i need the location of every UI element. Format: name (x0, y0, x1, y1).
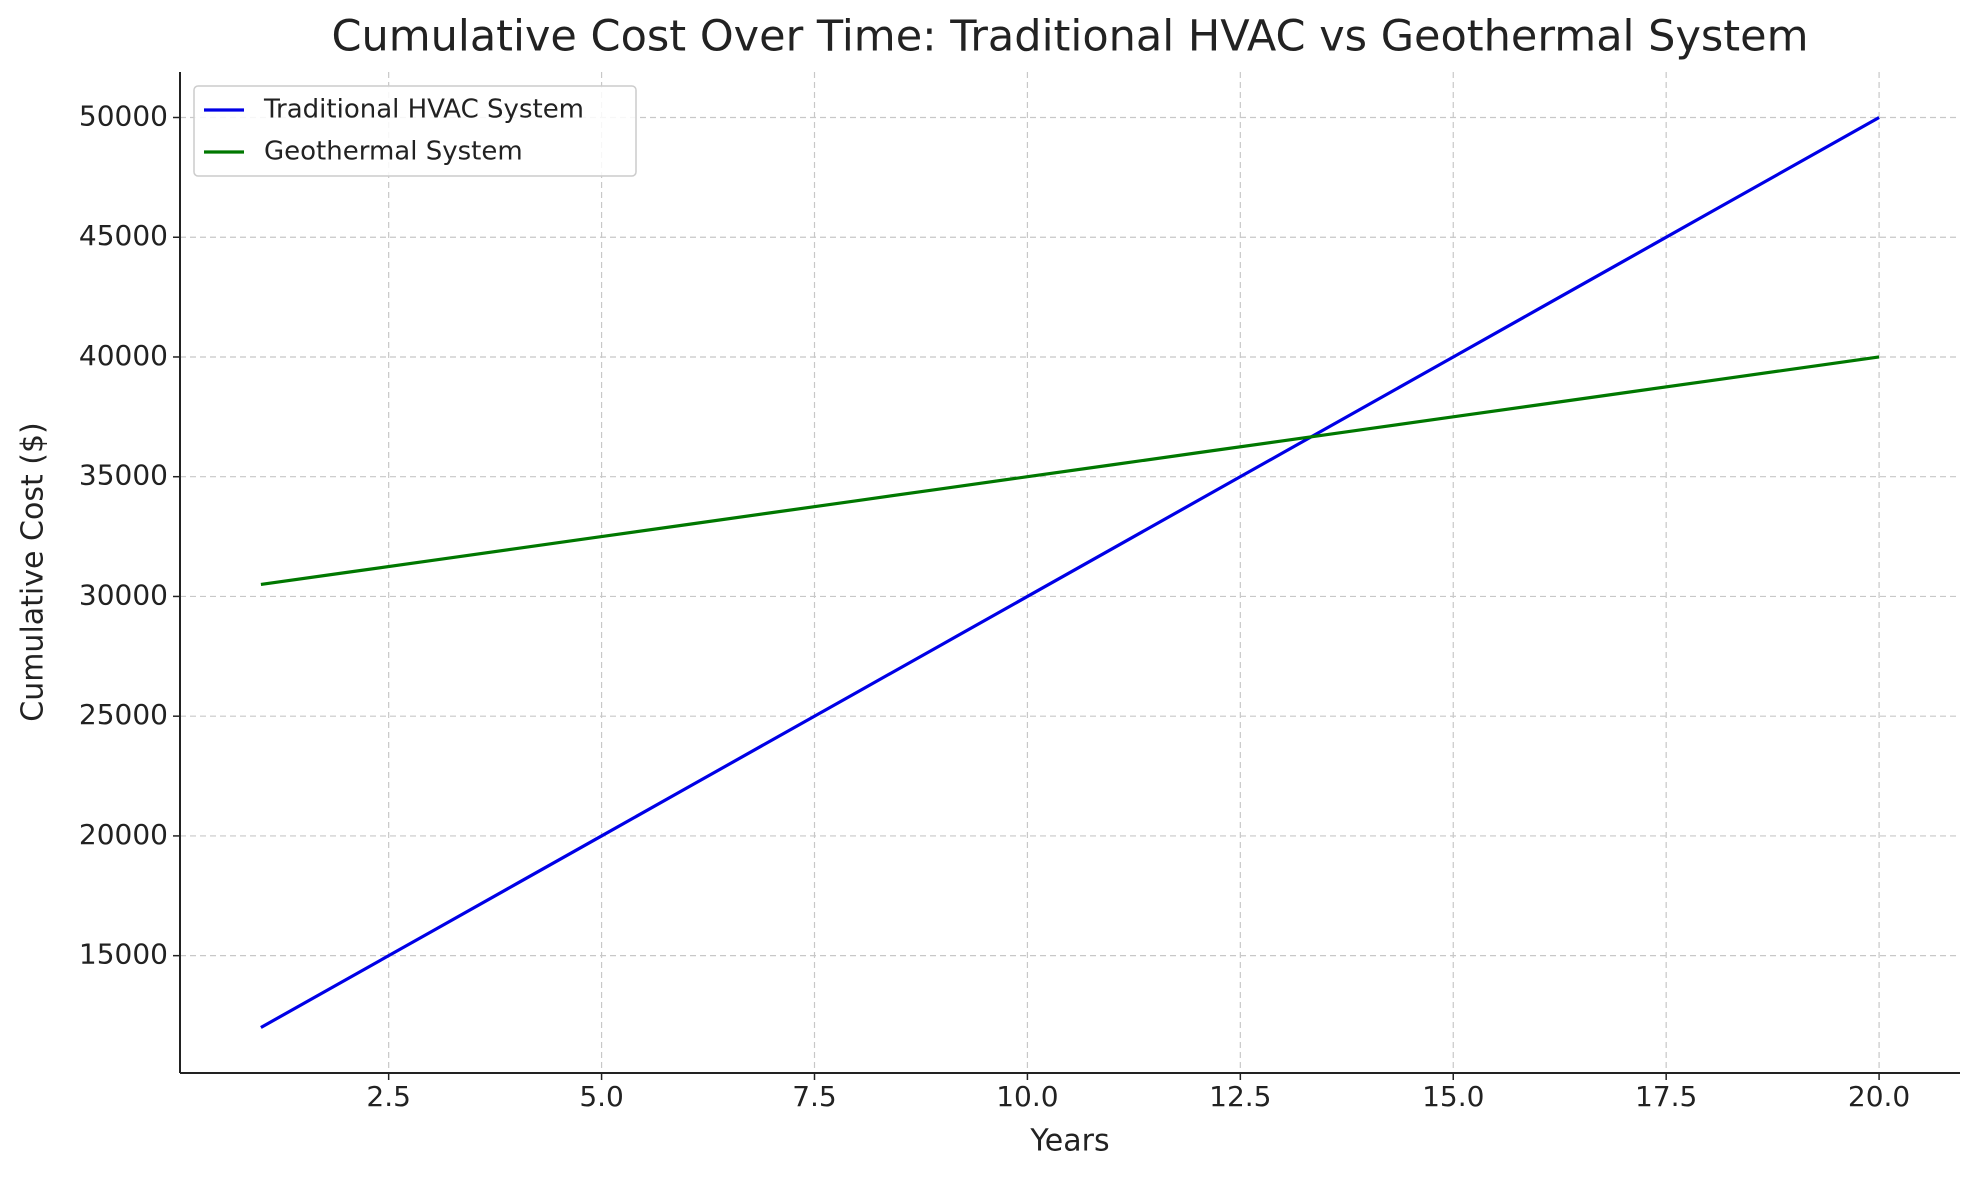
y-tick-label: 50000 (79, 100, 168, 133)
x-tick-label: 10.0 (996, 1080, 1058, 1113)
y-tick-label: 20000 (79, 818, 168, 851)
x-tick-label: 17.5 (1635, 1080, 1697, 1113)
data-line (260, 355, 1880, 587)
y-tick-label: 35000 (79, 459, 168, 492)
chart-title: Cumulative Cost Over Time: Traditional H… (331, 12, 1808, 62)
x-tick-label: 20.0 (1848, 1080, 1910, 1113)
legend-box (193, 85, 637, 177)
y-tick-label: 25000 (79, 698, 168, 731)
y-axis-label: Cumulative Cost ($) (16, 422, 51, 722)
legend-label: Traditional HVAC System (263, 95, 584, 125)
x-tick-label: 7.5 (792, 1080, 837, 1113)
x-tick-label: 15.0 (1422, 1080, 1484, 1113)
legend-label: Geothermal System (264, 137, 523, 167)
y-tick-label: 15000 (79, 938, 168, 971)
x-tick-label: 2.5 (366, 1080, 411, 1113)
y-tick-label: 40000 (79, 339, 168, 372)
y-tick-label: 30000 (79, 578, 168, 611)
x-tick-label: 12.5 (1209, 1080, 1271, 1113)
x-axis-label: Years (1029, 1124, 1109, 1159)
data-line (260, 116, 1880, 1029)
y-tick-label: 45000 (79, 219, 168, 252)
x-tick-label: 5.0 (579, 1080, 624, 1113)
